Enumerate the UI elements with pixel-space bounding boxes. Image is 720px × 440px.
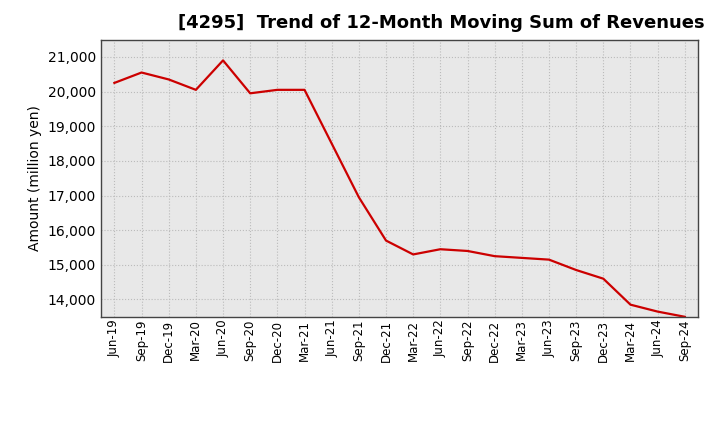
Text: [4295]  Trend of 12-Month Moving Sum of Revenues: [4295] Trend of 12-Month Moving Sum of R… [179,15,705,33]
Y-axis label: Amount (million yen): Amount (million yen) [28,105,42,251]
